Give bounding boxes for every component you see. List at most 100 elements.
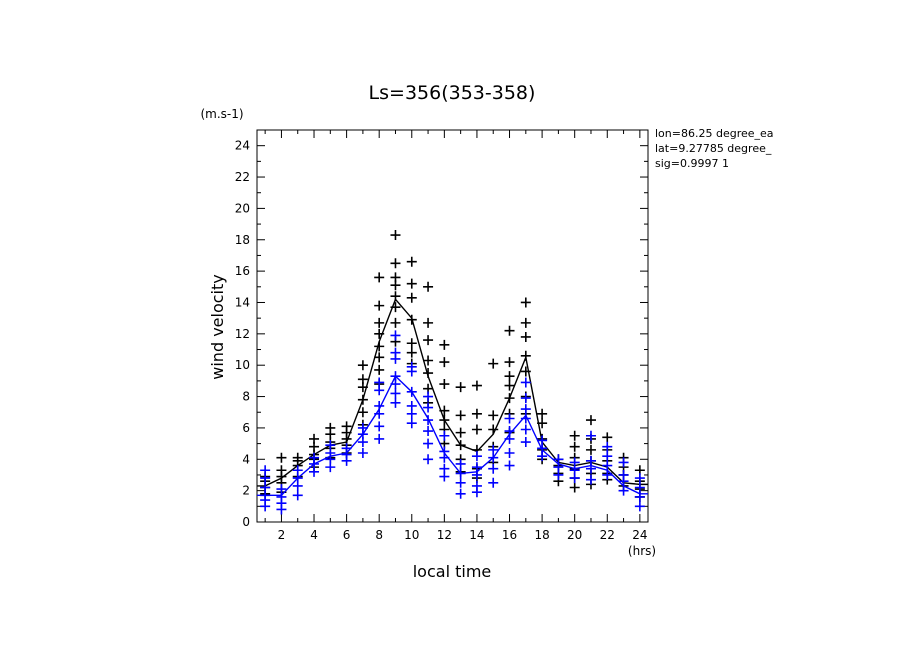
point-black <box>439 339 450 350</box>
point-blue <box>585 474 596 485</box>
point-blue <box>504 448 515 459</box>
point-black <box>406 256 417 267</box>
x-tick-label: 16 <box>502 528 517 542</box>
point-blue <box>423 426 434 437</box>
y-tick-label: 4 <box>242 452 250 466</box>
point-blue <box>374 377 385 388</box>
y-tick-label: 2 <box>242 484 250 498</box>
point-black <box>651 465 661 475</box>
point-black <box>504 380 515 391</box>
series-blue <box>257 330 661 515</box>
point-blue <box>390 397 401 408</box>
point-blue <box>390 330 401 341</box>
point-blue <box>618 485 629 496</box>
point-blue <box>423 438 434 449</box>
point-blue <box>325 440 336 451</box>
point-blue <box>618 469 629 480</box>
point-black <box>504 357 515 368</box>
point-black <box>455 382 466 393</box>
info-line-lat: lat=9.27785 degree_ <box>655 142 772 155</box>
point-black <box>439 357 450 368</box>
point-blue <box>309 452 320 463</box>
point-black <box>651 476 661 486</box>
point-blue <box>406 418 417 429</box>
point-black <box>455 427 466 438</box>
point-black <box>374 317 385 328</box>
point-blue <box>634 473 645 484</box>
point-blue <box>423 402 434 413</box>
point-black <box>406 278 417 289</box>
point-blue <box>504 413 515 424</box>
info-line-lon: lon=86.25 degree_ea <box>655 127 774 140</box>
x-axis-label: local time <box>413 562 492 581</box>
point-blue <box>488 477 499 488</box>
point-black <box>471 424 482 435</box>
point-blue <box>651 484 661 494</box>
point-blue <box>471 462 482 473</box>
point-black <box>357 374 368 385</box>
point-blue <box>260 465 271 476</box>
point-black <box>357 360 368 371</box>
point-blue <box>504 460 515 471</box>
point-black <box>585 415 596 426</box>
point-blue <box>634 501 645 512</box>
point-black <box>341 421 352 432</box>
point-blue <box>634 482 645 493</box>
point-black <box>569 482 580 493</box>
mean-line-blue <box>257 375 648 497</box>
point-black <box>439 379 450 390</box>
point-black <box>423 355 434 366</box>
point-black <box>471 408 482 419</box>
point-blue <box>406 400 417 411</box>
point-black <box>390 258 401 269</box>
point-blue <box>553 454 564 465</box>
y-tick-label: 22 <box>235 170 250 184</box>
x-tick-label: 22 <box>600 528 615 542</box>
y-tick-label: 24 <box>235 139 250 153</box>
point-blue <box>602 460 613 471</box>
point-blue <box>488 444 499 455</box>
point-black <box>537 408 548 419</box>
point-blue <box>585 455 596 466</box>
point-blue <box>651 467 661 477</box>
point-black <box>504 371 515 382</box>
point-black <box>374 272 385 283</box>
point-blue <box>423 391 434 402</box>
x-tick-label: 4 <box>310 528 318 542</box>
point-blue <box>292 465 303 476</box>
point-black <box>602 432 613 443</box>
point-black <box>488 358 499 369</box>
y-tick-label: 6 <box>242 421 250 435</box>
point-blue <box>520 404 531 415</box>
x-axis-unit: (hrs) <box>628 544 656 558</box>
point-blue <box>520 424 531 435</box>
y-tick-label: 18 <box>235 233 250 247</box>
y-tick-label: 14 <box>235 295 250 309</box>
x-tick-label: 20 <box>567 528 582 542</box>
plot-frame <box>256 129 649 523</box>
point-black <box>292 452 303 463</box>
point-blue <box>374 433 385 444</box>
x-tick-label: 8 <box>375 528 383 542</box>
y-tick-label: 20 <box>235 201 250 215</box>
x-tick-label: 2 <box>278 528 286 542</box>
point-black <box>406 292 417 303</box>
point-blue <box>374 421 385 432</box>
point-black <box>390 272 401 283</box>
y-tick-label: 0 <box>242 515 250 529</box>
point-blue <box>569 457 580 468</box>
point-black <box>585 444 596 455</box>
point-blue <box>455 488 466 499</box>
point-blue <box>602 441 613 452</box>
x-tick-label: 10 <box>404 528 419 542</box>
point-blue <box>520 437 531 448</box>
point-black <box>520 317 531 328</box>
x-tick-label: 14 <box>469 528 484 542</box>
mean-line-black <box>257 298 648 487</box>
y-tick-label: 12 <box>235 327 250 341</box>
y-tick-label: 8 <box>242 390 250 404</box>
point-blue <box>537 435 548 446</box>
point-blue <box>471 480 482 491</box>
point-black <box>374 300 385 311</box>
